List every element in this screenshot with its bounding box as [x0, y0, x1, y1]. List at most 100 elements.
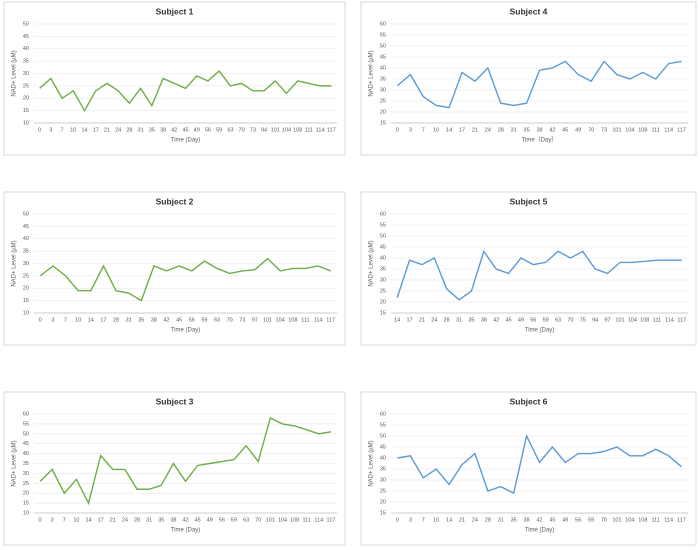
chart-title: Subject 6 [510, 396, 548, 406]
y-tick-label: 50 [23, 21, 29, 27]
x-tick-label: 73 [239, 317, 245, 323]
x-tick-label: 114 [665, 317, 674, 323]
chart-title: Subject 5 [510, 196, 548, 206]
y-tick-label: 15 [380, 310, 386, 316]
x-tick-label: 111 [305, 127, 313, 133]
y-tick-label: 55 [380, 32, 386, 38]
x-tick-label: 28 [498, 127, 504, 133]
x-tick-label: 38 [536, 127, 542, 133]
x-tick-label: 94 [261, 127, 267, 133]
y-tick-label: 45 [380, 54, 386, 60]
x-tick-label: 35 [524, 127, 530, 133]
y-tick-label: 50 [380, 433, 386, 439]
x-tick-label: 104 [625, 127, 634, 133]
x-axis-label: Time (Day) [171, 328, 200, 334]
x-tick-label: 28 [113, 317, 119, 323]
x-tick-label: 73 [601, 127, 607, 133]
x-tick-label: 42 [536, 517, 542, 523]
x-tick-label: 17 [407, 317, 413, 323]
x-tick-label: 38 [170, 517, 176, 523]
x-tick-label: 101 [263, 317, 272, 323]
y-tick-label: 60 [380, 411, 386, 417]
x-tick-label: 42 [549, 127, 555, 133]
x-tick-label: 14 [446, 127, 452, 133]
x-tick-label: 49 [575, 127, 581, 133]
y-tick-label: 25 [23, 83, 29, 89]
y-axis-label: NAD+ Level (µM) [369, 440, 375, 486]
x-tick-label: 73 [250, 127, 256, 133]
x-tick-label: 59 [231, 517, 237, 523]
x-tick-label: 7 [61, 127, 64, 133]
x-tick-label: 28 [485, 517, 491, 523]
y-tick-label: 20 [23, 96, 29, 102]
y-tick-label: 35 [23, 59, 29, 65]
x-tick-label: 108 [290, 517, 299, 523]
x-tick-label: 3 [409, 517, 412, 523]
line [39, 70, 332, 113]
y-tick-label: 45 [380, 444, 386, 450]
y-tick-label: 40 [380, 255, 386, 261]
y-axis-label: NAD+ Level (µM) [12, 240, 18, 286]
x-tick-label: 24 [122, 517, 128, 523]
x-tick-label: 49 [518, 317, 524, 323]
x-tick-label: 63 [243, 517, 249, 523]
x-tick-label: 17 [98, 517, 104, 523]
y-tick-label: 20 [23, 286, 29, 292]
chart-title: Subject 1 [156, 6, 194, 16]
x-tick-label: 38 [481, 317, 487, 323]
panel [360, 391, 697, 546]
x-tick-label: 3 [51, 317, 54, 323]
x-tick-label: 117 [327, 127, 336, 133]
y-tick-label: 60 [23, 411, 29, 417]
x-tick-label: 14 [81, 127, 87, 133]
line [397, 60, 682, 109]
y-tick-label: 30 [380, 87, 386, 93]
panel [360, 191, 697, 346]
y-tick-label: 20 [380, 109, 386, 115]
x-tick-label: 56 [189, 317, 195, 323]
x-tick-label: 35 [138, 317, 144, 323]
y-axis-label: NAD+ Level (µM) [369, 240, 375, 286]
x-tick-label: 45 [549, 517, 555, 523]
y-tick-label: 35 [380, 466, 386, 472]
y-axis-label: NAD+ Level (µM) [369, 50, 375, 96]
y-tick-label: 30 [23, 471, 29, 477]
x-tick-label: 10 [433, 517, 439, 523]
y-tick-label: 40 [380, 65, 386, 71]
x-tick-label: 70 [227, 317, 233, 323]
x-tick-label: 45 [176, 317, 182, 323]
x-tick-label: 17 [100, 317, 106, 323]
x-tick-label: 70 [588, 127, 594, 133]
y-tick-label: 25 [23, 481, 29, 487]
x-tick-label: 75 [580, 317, 586, 323]
y-tick-label: 40 [23, 236, 29, 242]
line [39, 257, 331, 302]
x-tick-label: 42 [171, 127, 177, 133]
x-tick-label: 10 [75, 317, 81, 323]
x-tick-label: 10 [73, 517, 79, 523]
x-tick-label: 117 [677, 517, 686, 523]
x-tick-label: 70 [567, 317, 573, 323]
x-tick-label: 10 [70, 127, 76, 133]
x-tick-label: 21 [459, 517, 465, 523]
y-tick-label: 40 [380, 455, 386, 461]
y-tick-label: 30 [23, 71, 29, 77]
x-tick-label: 3 [409, 127, 412, 133]
x-tick-label: 38 [160, 127, 166, 133]
x-tick-label: 104 [278, 517, 287, 523]
x-tick-label: 45 [195, 517, 201, 523]
x-tick-label: 31 [511, 127, 517, 133]
y-axis-label: NAD+ Level (µM) [12, 50, 18, 96]
x-tick-label: 31 [138, 127, 144, 133]
x-tick-label: 28 [134, 517, 140, 523]
x-tick-label: 104 [282, 127, 291, 133]
y-tick-label: 45 [23, 224, 29, 230]
x-tick-label: 101 [612, 517, 621, 523]
x-tick-label: 35 [468, 317, 474, 323]
y-tick-label: 25 [380, 488, 386, 494]
x-tick-label: 117 [326, 317, 335, 323]
x-tick-label: 31 [146, 517, 152, 523]
x-tick-label: 24 [115, 127, 121, 133]
x-tick-label: 59 [201, 317, 207, 323]
